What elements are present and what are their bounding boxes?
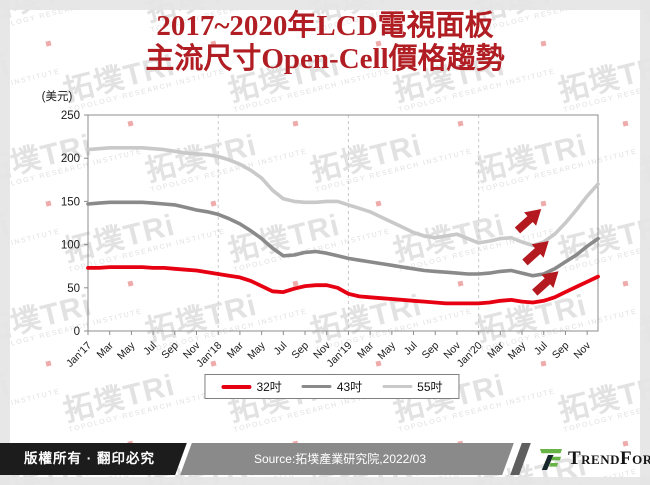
x-tick-label: Mar xyxy=(355,339,377,361)
x-tick-label: Jul xyxy=(271,340,289,358)
x-tick-label: May xyxy=(375,339,398,362)
trendforce-logo-icon xyxy=(540,449,562,470)
price-up-arrow xyxy=(532,271,559,296)
y-tick-label: 50 xyxy=(67,283,80,295)
page-title-line2: 主流尺寸Open-Cell價格趨勢 xyxy=(145,43,505,75)
x-tick-label: Jul xyxy=(402,340,420,358)
footer-copyright: 版權所有 · 翻印必究 xyxy=(24,451,155,466)
legend-swatch-55 xyxy=(382,384,413,389)
x-tick-label: Sep xyxy=(159,340,181,362)
price-up-arrow xyxy=(514,209,542,234)
x-tick-label: Jan'19 xyxy=(324,340,354,370)
x-tick-label: Jan'17 xyxy=(64,340,94,370)
y-tick-label: 150 xyxy=(61,196,80,208)
plot-border xyxy=(87,114,599,332)
frame-bottom xyxy=(0,477,650,485)
series-line-32吋 xyxy=(86,265,600,306)
x-tick-label: Sep xyxy=(420,340,442,362)
legend-item-32: 32吋 xyxy=(221,378,282,395)
x-tick-label: May xyxy=(245,339,268,362)
x-tick-label: May xyxy=(115,339,138,362)
x-tick-label: Jan'20 xyxy=(455,340,485,370)
frame-left xyxy=(0,0,10,485)
x-tick-label: Mar xyxy=(485,339,507,361)
footer-accent-stripe xyxy=(510,443,531,475)
legend-label-32: 32吋 xyxy=(256,380,282,394)
legend-item-43: 43吋 xyxy=(301,378,363,395)
y-tick-label: 0 xyxy=(74,326,80,338)
chart-legend: 32吋 43吋 55吋 xyxy=(204,374,460,399)
y-tick-label: 200 xyxy=(61,153,80,165)
frame-top xyxy=(0,0,650,10)
y-tick-label: 100 xyxy=(61,240,80,252)
x-tick-label: Mar xyxy=(95,339,117,361)
page-title-line1: 2017~2020年LCD電視面板 xyxy=(156,10,494,42)
page-title: 2017~2020年LCD電視面板 主流尺寸Open-Cell價格趨勢 xyxy=(10,10,640,76)
legend-label-43: 43吋 xyxy=(336,380,363,394)
x-tick-label: Nov xyxy=(572,339,594,361)
legend-swatch-43 xyxy=(301,384,332,389)
y-axis-unit-label: (美元) xyxy=(42,89,73,103)
x-tick-label: Mar xyxy=(225,339,247,361)
trendforce-logo-text: TrendForce xyxy=(568,448,650,469)
footer-source: Source:拓墣產業研究院,2022/03 xyxy=(253,452,427,466)
series-line-43吋 xyxy=(86,200,600,278)
series-line-55吋 xyxy=(86,146,600,248)
x-tick-label: Sep xyxy=(289,340,311,362)
footer-bar: 版權所有 · 翻印必究 Source:拓墣產業研究院,2022/03 Trend… xyxy=(0,443,650,475)
price-up-arrow xyxy=(522,241,549,266)
x-tick-label: Jul xyxy=(532,340,550,358)
x-tick-label: Jul xyxy=(141,340,159,358)
x-tick-label: Jan'18 xyxy=(194,340,224,370)
trendforce-logo: TrendForce xyxy=(538,446,650,472)
legend-item-55: 55吋 xyxy=(382,378,443,395)
y-tick-label: 250 xyxy=(61,110,80,122)
legend-swatch-32 xyxy=(221,384,252,389)
legend-label-55: 55吋 xyxy=(417,380,443,394)
frame-right xyxy=(640,0,650,485)
x-tick-label: May xyxy=(506,339,529,362)
x-tick-label: Sep xyxy=(550,340,572,362)
